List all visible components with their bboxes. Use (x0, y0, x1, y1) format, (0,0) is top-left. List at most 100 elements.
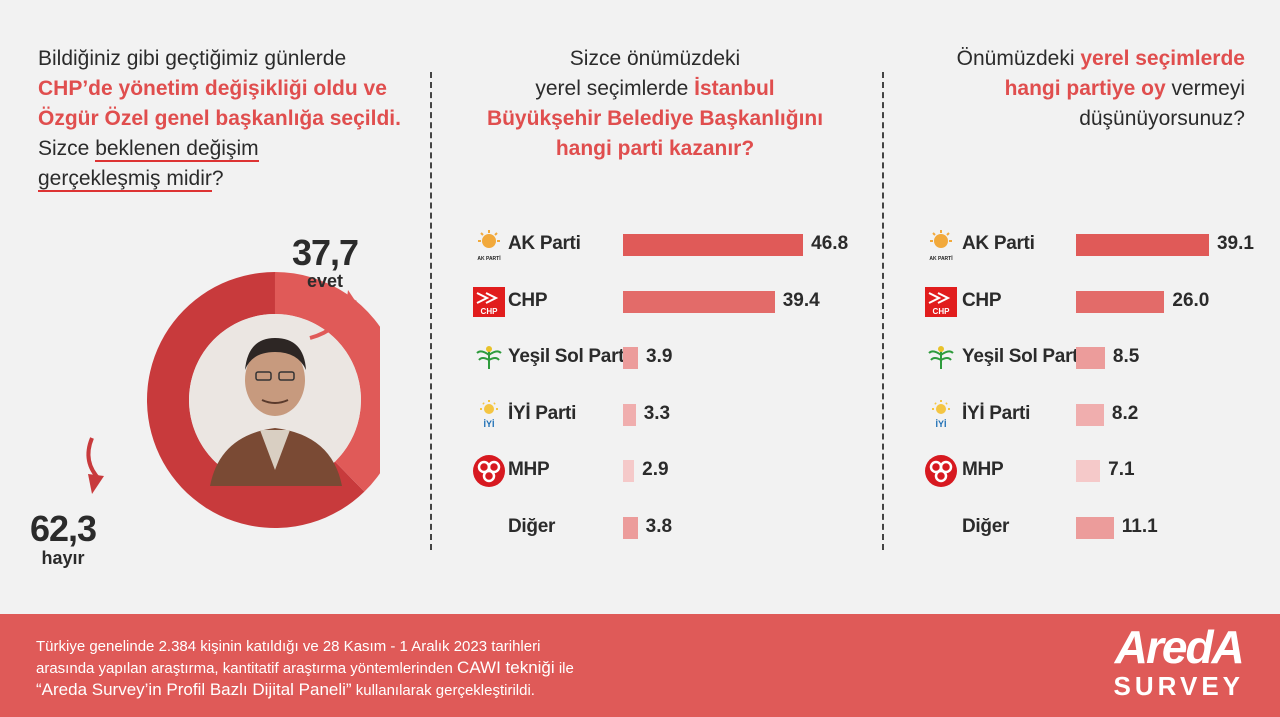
vote-value-yesil-sol-parti: 8.5 (1112, 346, 1140, 367)
istanbul-label-iyi-parti: İYİ Parti (508, 402, 577, 424)
mhp-logo-icon (472, 454, 506, 488)
istanbul-value-ak-parti: 46.8 (811, 233, 849, 254)
vote-label-iyi-parti: İYİ Parti (962, 402, 1031, 424)
vote-bar-ak-parti (1076, 234, 1209, 256)
footer-text-2c: ile (554, 660, 574, 677)
left-q-text-4b: beklenen değişim (95, 137, 259, 162)
istanbul-label-mhp: MHP (508, 459, 550, 480)
left-question: Bildiğiniz gibi geçtiğimiz günlerde CHP’… (38, 44, 418, 194)
donut-slice-evet (275, 272, 380, 492)
footer-note: Türkiye genelinde 2.384 kişinin katıldığ… (36, 636, 574, 701)
istanbul-bar-yesil-sol-parti (623, 347, 638, 369)
svg-text:CHP: CHP (933, 307, 951, 316)
donut-chart (86, 272, 380, 528)
istanbul-value-mhp: 2.9 (642, 459, 669, 480)
iyi-logo-icon: İYİ (924, 398, 958, 432)
yes-text: evet (306, 271, 344, 291)
middle-question-line-4: hangi parti kazanır? (555, 137, 755, 160)
vote-value-chp: 26.0 (1172, 289, 1210, 311)
no-label: 62,3 hayır (28, 508, 98, 569)
right-question: Önümüzdeki yerel seçimlerde hangi partiy… (900, 44, 1245, 134)
right-question-line-3: düşünüyorsunuz? (1079, 107, 1245, 130)
istanbul-value-iyi-parti: 3.3 (643, 402, 671, 424)
vote-label-diger: Diğer (962, 515, 1010, 537)
portrait-illustration (210, 338, 342, 486)
donut-slice-hayir (146, 272, 365, 528)
right-q-text-1b: yerel seçimlerde (1080, 47, 1245, 70)
svg-text:CHP: CHP (481, 307, 499, 316)
istanbul-bar-mhp (623, 460, 635, 482)
vote-label-mhp: MHP (962, 459, 1004, 480)
footer-line-3: “Areda Survey’in Profil Bazlı Dijital Pa… (36, 679, 574, 701)
footer-text-2a: arasında yapılan araştırma, kantitatif a… (36, 660, 458, 677)
mhp-logo-icon (924, 454, 958, 488)
middle-q-text-2a: yerel seçimlerde (535, 77, 695, 100)
svg-text:AK PARTİ: AK PARTİ (929, 255, 953, 262)
right-question-line-1: Önümüzdeki yerel seçimlerde (900, 44, 1245, 74)
brand-sub: SURVEY (1113, 671, 1244, 701)
footer-line-1: Türkiye genelinde 2.384 kişinin katıldığ… (36, 638, 541, 655)
istanbul-label-yesil-sol-parti: Yeşil Sol Parti (508, 346, 630, 367)
left-q-text-5b: ? (211, 167, 224, 190)
chp-logo-icon: CHP (924, 285, 958, 319)
yes-value: 37,7 (291, 232, 359, 273)
divider-2 (882, 72, 884, 550)
no-text: hayır (41, 548, 85, 568)
footer: Türkiye genelinde 2.384 kişinin katıldığ… (0, 614, 1280, 717)
vote-bar-iyi-parti (1076, 403, 1104, 426)
left-question-line-5: gerçekleşmiş midir? (38, 164, 418, 194)
yes-arrow-head (346, 290, 360, 308)
istanbul-bar-diger (623, 516, 638, 539)
svg-text:AK PARTİ: AK PARTİ (477, 255, 501, 262)
footer-line-2: arasında yapılan araştırma, kantitatif a… (36, 657, 574, 679)
middle-question-line-3: Büyükşehir Belediye Başkanlığını (486, 107, 824, 130)
istanbul-bar-iyi-parti (623, 403, 636, 426)
vote-label-yesil-sol-parti: Yeşil Sol Parti (962, 346, 1084, 367)
middle-question-line-1: Sizce önümüzdeki (569, 47, 741, 70)
no-arrow (86, 437, 102, 482)
vote-label-ak-parti: AK Parti (962, 233, 1035, 254)
no-arrow-head (88, 474, 104, 494)
footer-text-3b: kullanılarak gerçekleştirildi. (351, 682, 535, 699)
chp-logo-icon: CHP (472, 285, 506, 319)
akp-logo-icon: AK PARTİ (924, 228, 958, 262)
istanbul-value-yesil-sol-parti: 3.9 (646, 346, 673, 367)
svg-text:İYİ: İYİ (935, 419, 946, 429)
vote-value-ak-parti: 39.1 (1216, 233, 1254, 254)
vote-value-iyi-parti: 8.2 (1111, 402, 1139, 424)
svg-text:İYİ: İYİ (483, 419, 494, 429)
left-q-text-4a: Sizce (38, 137, 96, 160)
vote-value-diger: 11.1 (1121, 515, 1158, 537)
akp-logo-icon: AK PARTİ (472, 228, 506, 262)
left-question-line-4: Sizce beklenen değişim (38, 134, 418, 164)
yesil-sol-logo-icon (924, 341, 958, 375)
areda-logo: AredA SURVEY (1113, 621, 1245, 701)
istanbul-bar-ak-parti (623, 234, 804, 256)
istanbul-label-diger: Diğer (508, 515, 556, 537)
no-value: 62,3 (29, 508, 97, 549)
vote-bar-mhp (1076, 460, 1101, 482)
iyi-logo-icon: İYİ (472, 398, 506, 432)
istanbul-value-chp: 39.4 (782, 289, 820, 311)
vote-bar-diger (1076, 516, 1114, 539)
left-question-line-1: Bildiğiniz gibi geçtiğimiz günlerde (38, 47, 347, 70)
vote-label-chp: CHP (962, 289, 1002, 311)
istanbul-bar-chp (623, 290, 775, 313)
left-question-line-2: CHP’de yönetim değişikliği oldu ve (38, 77, 387, 100)
right-q-text-1a: Önümüzdeki (956, 47, 1081, 70)
divider-1 (430, 72, 432, 550)
left-question-line-3: Özgür Özel genel başkanlığa seçildi. (38, 107, 401, 130)
vote-bar-yesil-sol-parti (1076, 347, 1105, 369)
vote-value-mhp: 7.1 (1108, 459, 1135, 480)
right-q-text-2b: vermeyi (1165, 77, 1245, 100)
middle-question: Sizce önümüzdeki yerel seçimlerde İstanb… (450, 44, 860, 164)
right-question-line-2: hangi partiye oy vermeyi (900, 74, 1245, 104)
footer-text-2b: CAWI tekniği (457, 658, 555, 677)
istanbul-label-chp: CHP (508, 289, 548, 311)
footer-text-3a: “Areda Survey’in Profil Bazlı Dijital Pa… (36, 680, 352, 699)
vote-bar-chp (1076, 290, 1165, 313)
right-q-text-2a: hangi partiye oy (1004, 77, 1166, 100)
brand-name: AredA (1114, 621, 1245, 673)
istanbul-label-ak-parti: AK Parti (508, 233, 581, 254)
middle-q-text-2b: İstanbul (694, 77, 775, 100)
